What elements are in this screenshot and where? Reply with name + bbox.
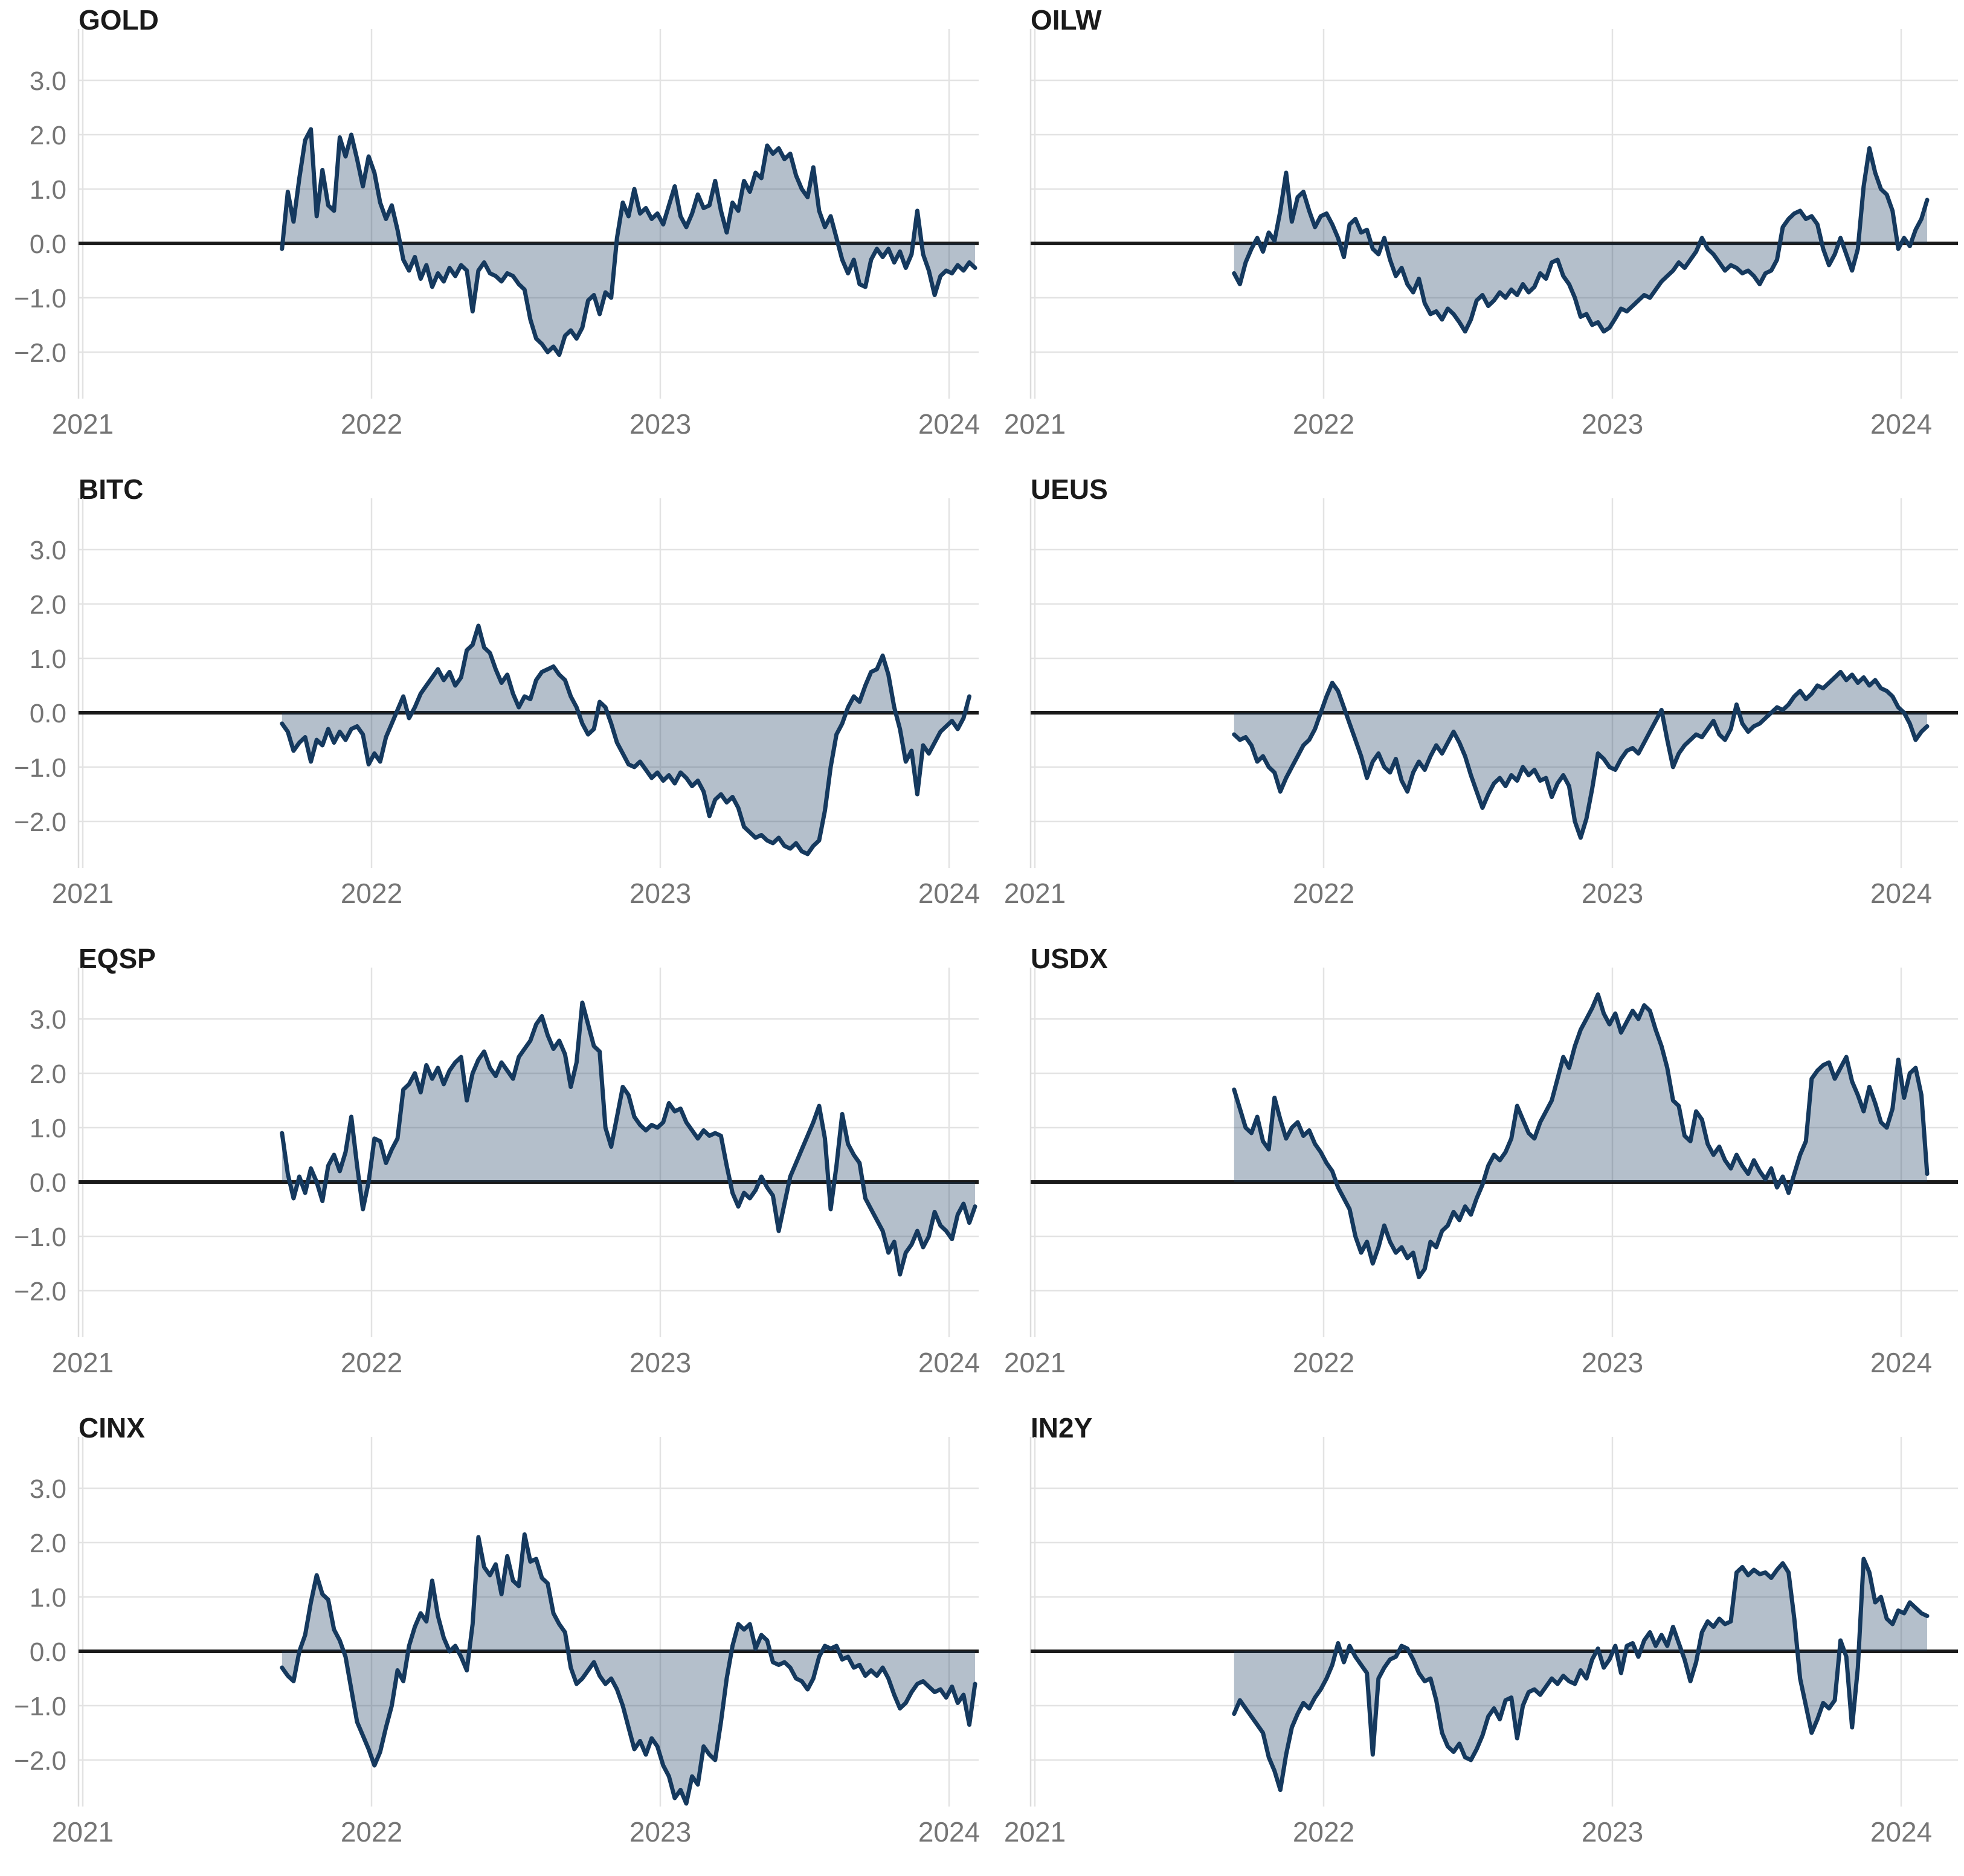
panel-title: BITC xyxy=(79,474,144,505)
x-axis-label: 2021 xyxy=(1004,408,1066,440)
chart-panel-ueus: UEUS 2021 2022 2023 2024 xyxy=(979,469,1964,939)
series-area xyxy=(1234,148,1927,332)
y-axis-label: 1.0 xyxy=(30,1583,66,1613)
x-axis-label: 2024 xyxy=(918,1347,979,1378)
x-axis-label: 2023 xyxy=(1582,408,1643,440)
series-line xyxy=(1232,992,1930,1279)
panel-title: USDX xyxy=(1031,943,1108,974)
chart-panel-gold: GOLD 3.0 2.0 1.0 0.0 −1.0 −2.0 2021 2022 2023 2024 xyxy=(0,0,979,469)
y-axis-label: 3.0 xyxy=(30,66,66,96)
panel-plot: 2021 2022 2023 2024 xyxy=(1004,1437,1958,1848)
panel-title: IN2Y xyxy=(1031,1412,1093,1444)
x-axis-label: 2021 xyxy=(1004,1347,1066,1378)
y-axis-label: 2.0 xyxy=(30,1059,66,1089)
x-axis-label: 2024 xyxy=(1870,1816,1932,1848)
y-axis-label: 2.0 xyxy=(30,121,66,150)
y-axis-label: 0.0 xyxy=(30,1637,66,1667)
y-axis-label: −1.0 xyxy=(14,284,66,313)
series-line xyxy=(280,623,971,856)
y-axis-label: −1.0 xyxy=(14,1692,66,1721)
x-axis-label: 2022 xyxy=(1293,408,1354,440)
y-axis-label: 2.0 xyxy=(30,1529,66,1558)
panel-plot: 2021 2022 2023 2024 xyxy=(1004,498,1958,909)
panel-title: CINX xyxy=(79,1412,145,1444)
panel-title: OILW xyxy=(1031,4,1102,36)
panel-plot: 3.0 2.0 1.0 0.0 −1.0 −2.0 2021 2022 2023 2024 xyxy=(14,968,979,1378)
series-area xyxy=(282,1534,975,1804)
series-area xyxy=(282,1003,975,1274)
x-axis-label: 2022 xyxy=(1293,1347,1354,1378)
panel-plot: 3.0 2.0 1.0 0.0 −1.0 −2.0 2021 2022 2023 2024 xyxy=(14,29,979,440)
series-line xyxy=(1232,146,1930,334)
y-axis-label: 2.0 xyxy=(30,590,66,620)
chart-panel-bitc: BITC 3.0 2.0 1.0 0.0 −1.0 −2.0 2021 2022 2023 2024 xyxy=(0,469,979,939)
y-axis-label: 0.0 xyxy=(30,699,66,728)
x-axis-label: 2021 xyxy=(52,408,114,440)
chart-panel-usdx: USDX 2021 2022 2023 2024 xyxy=(979,939,1964,1408)
x-axis-label: 2023 xyxy=(1582,1347,1643,1378)
x-axis-label: 2021 xyxy=(1004,878,1066,909)
y-axis-label: 0.0 xyxy=(30,230,66,259)
x-axis-label: 2023 xyxy=(1582,1816,1643,1848)
y-axis-label: −1.0 xyxy=(14,753,66,783)
x-axis-label: 2021 xyxy=(1004,1816,1066,1848)
y-axis-label: 1.0 xyxy=(30,644,66,674)
x-axis-label: 2023 xyxy=(629,1816,691,1848)
series-line xyxy=(280,1532,977,1806)
x-axis-label: 2023 xyxy=(629,408,691,440)
y-axis-label: 3.0 xyxy=(30,536,66,565)
x-axis-label: 2022 xyxy=(1293,878,1354,909)
series-area xyxy=(1234,1559,1927,1790)
series-line xyxy=(1232,670,1930,840)
x-axis-label: 2021 xyxy=(52,878,114,909)
y-axis-label: 1.0 xyxy=(30,1114,66,1143)
panel-title: UEUS xyxy=(1031,474,1108,505)
x-axis-label: 2022 xyxy=(341,1347,402,1378)
x-axis-label: 2022 xyxy=(341,878,402,909)
panel-title: EQSP xyxy=(79,943,156,974)
chart-panel-cinx: CINX 3.0 2.0 1.0 0.0 −1.0 −2.0 2021 2022 2023 2024 xyxy=(0,1408,979,1876)
x-axis-label: 2021 xyxy=(52,1347,114,1378)
panel-plot: 2021 2022 2023 2024 xyxy=(1004,29,1958,440)
panel-plot: 3.0 2.0 1.0 0.0 −1.0 −2.0 2021 2022 2023 2024 xyxy=(14,498,979,909)
y-axis-label: −2.0 xyxy=(14,338,66,368)
series-line xyxy=(280,1000,977,1277)
y-axis-label: 3.0 xyxy=(30,1005,66,1035)
y-axis-label: 3.0 xyxy=(30,1474,66,1504)
x-axis-label: 2024 xyxy=(1870,1347,1932,1378)
y-axis-label: −2.0 xyxy=(14,1277,66,1306)
y-axis-label: 1.0 xyxy=(30,175,66,205)
series-area xyxy=(1234,994,1927,1277)
x-axis-label: 2023 xyxy=(629,1347,691,1378)
x-axis-label: 2024 xyxy=(918,408,979,440)
chart-panel-in2y: IN2Y 2021 2022 2023 2024 xyxy=(979,1408,1964,1876)
x-axis-label: 2024 xyxy=(918,878,979,909)
x-axis-label: 2022 xyxy=(341,1816,402,1848)
panel-plot: 3.0 2.0 1.0 0.0 −1.0 −2.0 2021 2022 2023 2024 xyxy=(14,1437,979,1848)
x-axis-label: 2024 xyxy=(1870,878,1932,909)
x-axis-label: 2023 xyxy=(629,878,691,909)
chart-panel-oilw: OILW 2021 2022 2023 2024 xyxy=(979,0,1964,469)
series-line xyxy=(280,127,977,357)
x-axis-label: 2022 xyxy=(1293,1816,1354,1848)
x-axis-label: 2021 xyxy=(52,1816,114,1848)
chart-panel-eqsp: EQSP 3.0 2.0 1.0 0.0 −1.0 −2.0 2021 2022 2023 2024 xyxy=(0,939,979,1408)
series-line xyxy=(1232,1556,1930,1792)
x-axis-label: 2024 xyxy=(1870,408,1932,440)
y-axis-label: −1.0 xyxy=(14,1222,66,1252)
x-axis-label: 2024 xyxy=(918,1816,979,1848)
y-axis-label: 0.0 xyxy=(30,1168,66,1198)
x-axis-label: 2023 xyxy=(1582,878,1643,909)
series-area xyxy=(282,129,975,355)
y-axis-label: −2.0 xyxy=(14,1746,66,1776)
y-axis-label: −2.0 xyxy=(14,808,66,837)
panel-title: GOLD xyxy=(79,4,159,36)
panel-plot: 2021 2022 2023 2024 xyxy=(1004,968,1958,1378)
series-area xyxy=(1234,672,1927,838)
x-axis-label: 2022 xyxy=(341,408,402,440)
